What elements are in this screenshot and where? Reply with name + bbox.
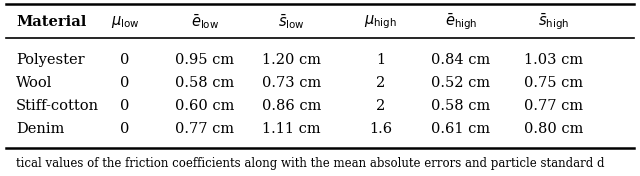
Text: 0.73 cm: 0.73 cm bbox=[262, 76, 321, 90]
Text: 0: 0 bbox=[120, 53, 129, 67]
Text: 0.77 cm: 0.77 cm bbox=[175, 122, 234, 136]
Text: 1.11 cm: 1.11 cm bbox=[262, 122, 321, 136]
Text: 1: 1 bbox=[376, 53, 385, 67]
Text: 0.58 cm: 0.58 cm bbox=[175, 76, 234, 90]
Text: $\bar{e}_{\mathrm{high}}$: $\bar{e}_{\mathrm{high}}$ bbox=[445, 12, 477, 32]
Text: 1.20 cm: 1.20 cm bbox=[262, 53, 321, 67]
Text: 0.61 cm: 0.61 cm bbox=[431, 122, 490, 136]
Text: $\bar{e}_{\mathrm{low}}$: $\bar{e}_{\mathrm{low}}$ bbox=[191, 13, 219, 31]
Text: Material: Material bbox=[16, 15, 86, 29]
Text: 0: 0 bbox=[120, 99, 129, 113]
Text: 0.75 cm: 0.75 cm bbox=[524, 76, 583, 90]
Text: 0: 0 bbox=[120, 122, 129, 136]
Text: 0: 0 bbox=[120, 76, 129, 90]
Text: 2: 2 bbox=[376, 76, 385, 90]
Text: 2: 2 bbox=[376, 99, 385, 113]
Text: 0.95 cm: 0.95 cm bbox=[175, 53, 234, 67]
Text: 0.84 cm: 0.84 cm bbox=[431, 53, 490, 67]
Text: Denim: Denim bbox=[16, 122, 65, 136]
Text: Polyester: Polyester bbox=[16, 53, 84, 67]
Text: 0.86 cm: 0.86 cm bbox=[262, 99, 321, 113]
Text: $\bar{s}_{\mathrm{high}}$: $\bar{s}_{\mathrm{high}}$ bbox=[538, 12, 569, 32]
Text: Wool: Wool bbox=[16, 76, 52, 90]
Text: 0.60 cm: 0.60 cm bbox=[175, 99, 234, 113]
Text: 0.80 cm: 0.80 cm bbox=[524, 122, 583, 136]
Text: Stiff-cotton: Stiff-cotton bbox=[16, 99, 99, 113]
Text: $\mu_{\mathrm{low}}$: $\mu_{\mathrm{low}}$ bbox=[111, 14, 139, 30]
Text: 0.52 cm: 0.52 cm bbox=[431, 76, 490, 90]
Text: 1.6: 1.6 bbox=[369, 122, 392, 136]
Text: 0.58 cm: 0.58 cm bbox=[431, 99, 490, 113]
Text: 0.77 cm: 0.77 cm bbox=[524, 99, 583, 113]
Text: $\mu_{\mathrm{high}}$: $\mu_{\mathrm{high}}$ bbox=[364, 13, 397, 31]
Text: tical values of the friction coefficients along with the mean absolute errors an: tical values of the friction coefficient… bbox=[16, 156, 605, 169]
Text: $\bar{s}_{\mathrm{low}}$: $\bar{s}_{\mathrm{low}}$ bbox=[278, 13, 305, 31]
Text: 1.03 cm: 1.03 cm bbox=[524, 53, 583, 67]
